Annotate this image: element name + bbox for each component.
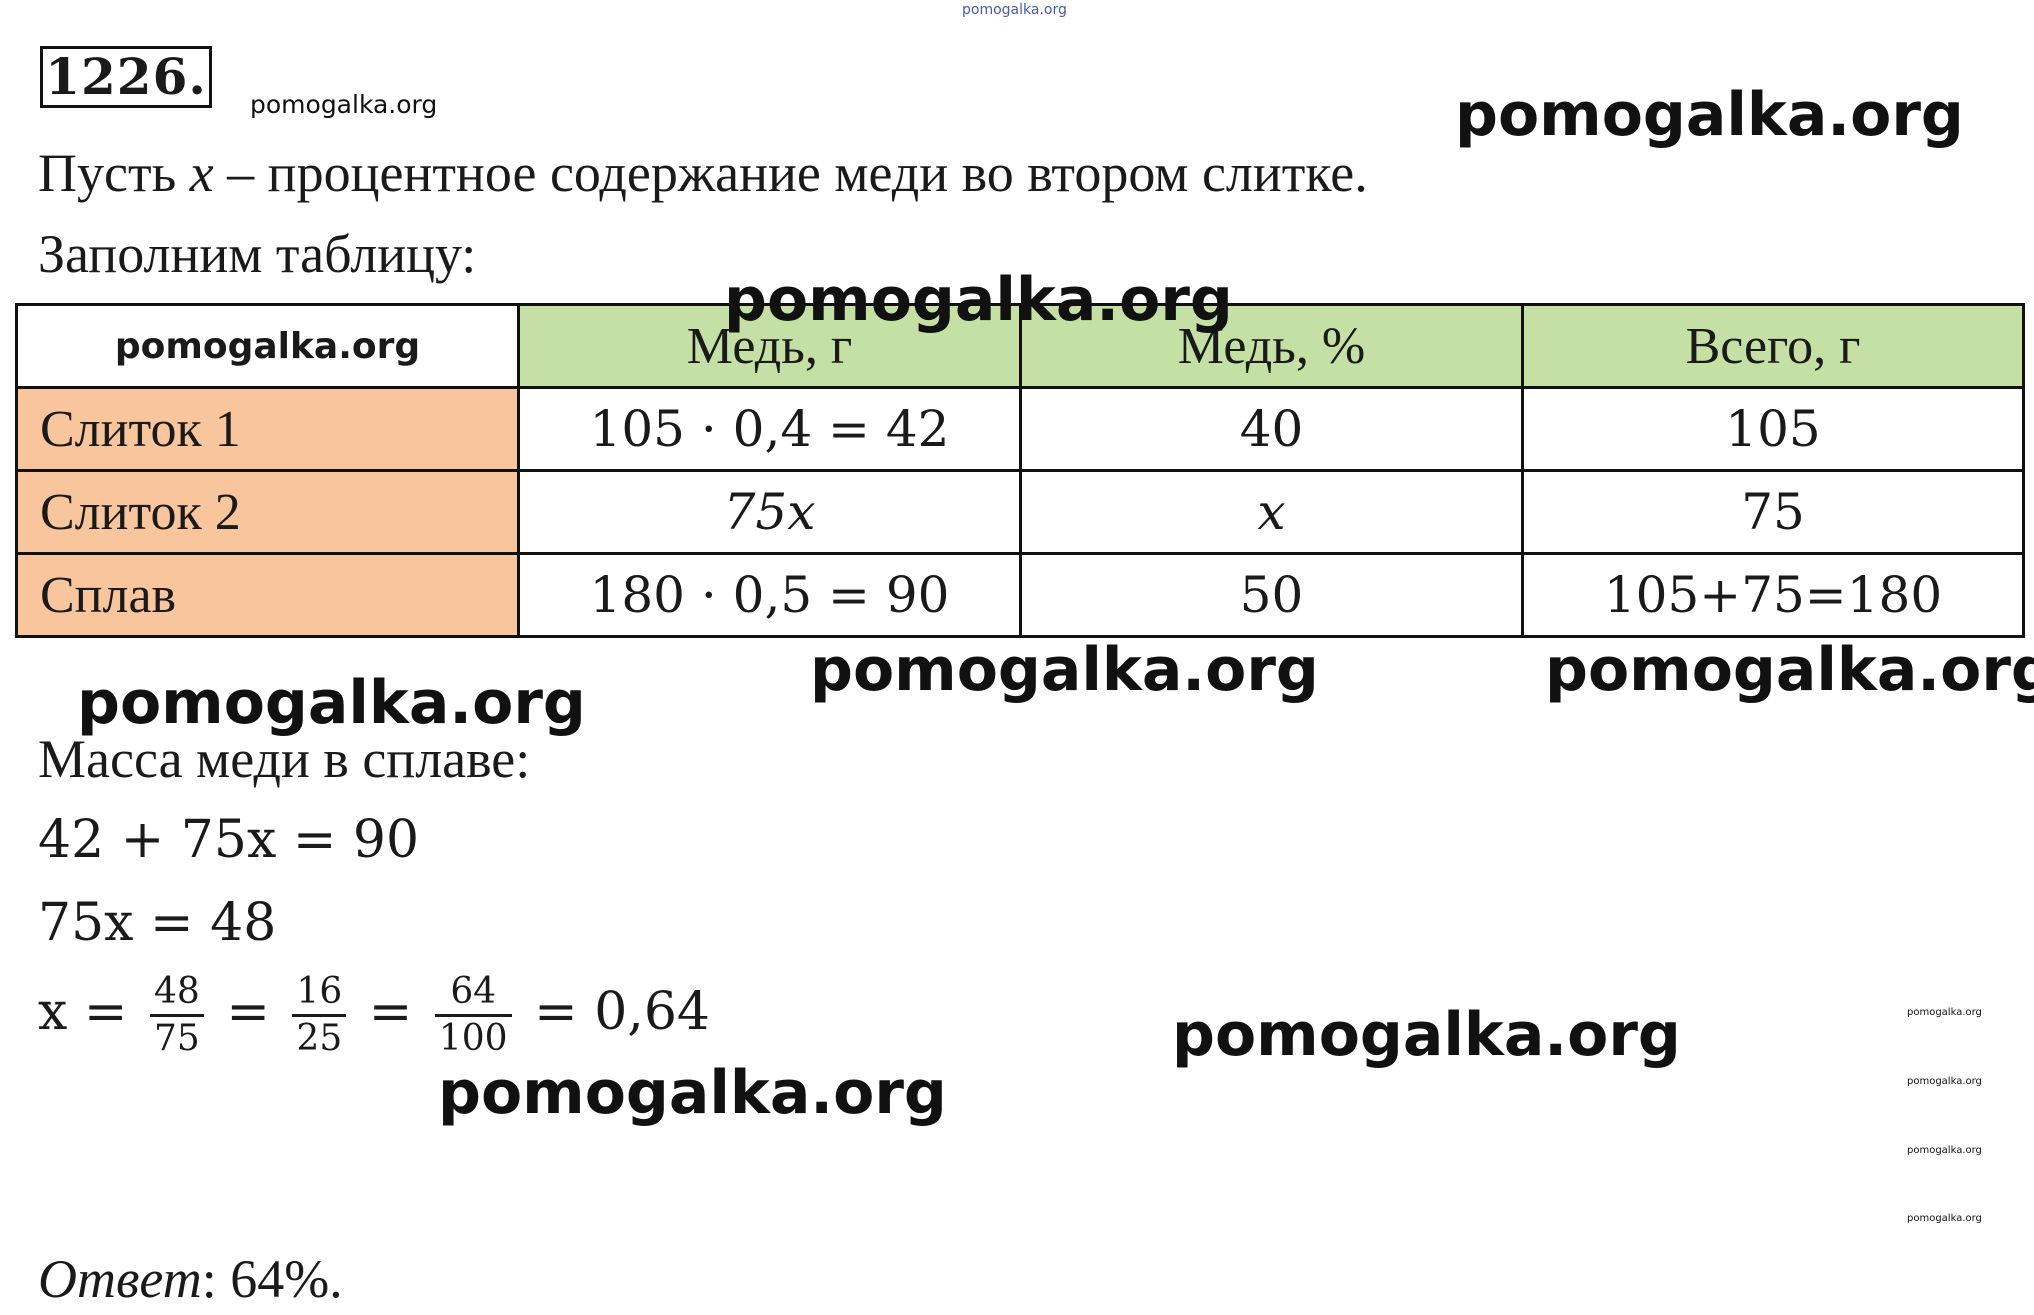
table-cell: 75	[1521, 469, 2025, 555]
top-watermark: pomogalka.org	[962, 2, 1067, 18]
row-label: Слиток 1	[15, 386, 520, 472]
watermark: pomogalka.org	[724, 265, 1233, 335]
table-row: Слиток 1 105 · 0,4 = 42 40 105	[15, 386, 2025, 472]
table-header-row: pomogalka.org Медь, г Медь, % Всего, г	[15, 303, 2025, 389]
table-row: Сплав 180 · 0,5 = 90 50 105+75=180	[15, 552, 2025, 638]
equation-3-result: = 0,64	[534, 982, 711, 1042]
fraction: 16 25	[292, 970, 347, 1061]
equation-3-lhs: x =	[38, 982, 128, 1042]
fraction-denominator: 25	[296, 1018, 343, 1059]
intro-text-start: Пусть	[38, 143, 190, 203]
data-table: pomogalka.org Медь, г Медь, % Всего, г С…	[15, 303, 2025, 638]
fraction-denominator: 75	[153, 1018, 200, 1059]
fraction-numerator: 48	[149, 970, 204, 1017]
table-header-cell: Всего, г	[1521, 303, 2025, 389]
table-cell: 180 · 0,5 = 90	[517, 552, 1022, 638]
fraction: 48 75	[149, 970, 204, 1061]
watermark: pomogalka.org	[810, 635, 1319, 705]
intro-text-end: – процентное содержание меди во втором с…	[213, 143, 1368, 203]
table-header-cell: Медь, %	[1019, 303, 1524, 389]
intro-variable: x	[189, 143, 214, 203]
watermark-small: pomogalka.org	[250, 90, 438, 119]
table-cell: 105 · 0,4 = 42	[517, 386, 1022, 472]
equals-sign: =	[368, 982, 413, 1042]
row-label: Сплав	[15, 552, 520, 638]
fraction-numerator: 16	[292, 970, 347, 1017]
problem-number: 1226.	[40, 46, 212, 108]
watermark-tiny: pomogalka.org	[1907, 1076, 1982, 1087]
watermark-tiny: pomogalka.org	[1907, 1145, 1982, 1156]
table-corner-cell: pomogalka.org	[15, 303, 520, 389]
table-cell: 105+75=180	[1521, 552, 2025, 638]
mass-label: Масса меди в сплаве:	[38, 729, 531, 789]
table-cell: 75x	[517, 469, 1022, 555]
table-cell: 40	[1019, 386, 1524, 472]
answer-label: Ответ	[38, 1249, 202, 1309]
table-header-cell: Медь, г	[517, 303, 1022, 389]
table-cell: 105	[1521, 386, 2025, 472]
watermark-tiny: pomogalka.org	[1907, 1007, 1982, 1018]
watermark: pomogalka.org	[1455, 80, 1964, 150]
watermark: pomogalka.org	[77, 668, 586, 738]
equation-3: x = 48 75 = 16 25 = 64 100 = 0,64	[38, 970, 710, 1061]
fill-table-text: Заполним таблицу:	[38, 224, 477, 284]
answer-value: : 64%.	[201, 1249, 343, 1309]
intro-line: Пусть x – процентное содержание меди во …	[38, 142, 1368, 204]
row-label: Слиток 2	[15, 469, 520, 555]
watermark: pomogalka.org	[1172, 1000, 1681, 1070]
equation-2: 75x = 48	[38, 893, 277, 953]
fraction: 64 100	[434, 970, 512, 1061]
equals-sign: =	[226, 982, 270, 1042]
equation-1: 42 + 75x = 90	[38, 810, 420, 870]
watermark: pomogalka.org	[1545, 635, 2034, 705]
table-row: Слиток 2 75x x 75	[15, 469, 2025, 555]
watermark-tiny: pomogalka.org	[1907, 1213, 1982, 1224]
fraction-denominator: 100	[438, 1018, 508, 1059]
table-cell: x	[1019, 469, 1524, 555]
watermark: pomogalka.org	[438, 1058, 947, 1128]
fraction-numerator: 64	[434, 970, 512, 1017]
table-cell: 50	[1019, 552, 1524, 638]
answer-line: Ответ: 64%.	[38, 1248, 343, 1310]
